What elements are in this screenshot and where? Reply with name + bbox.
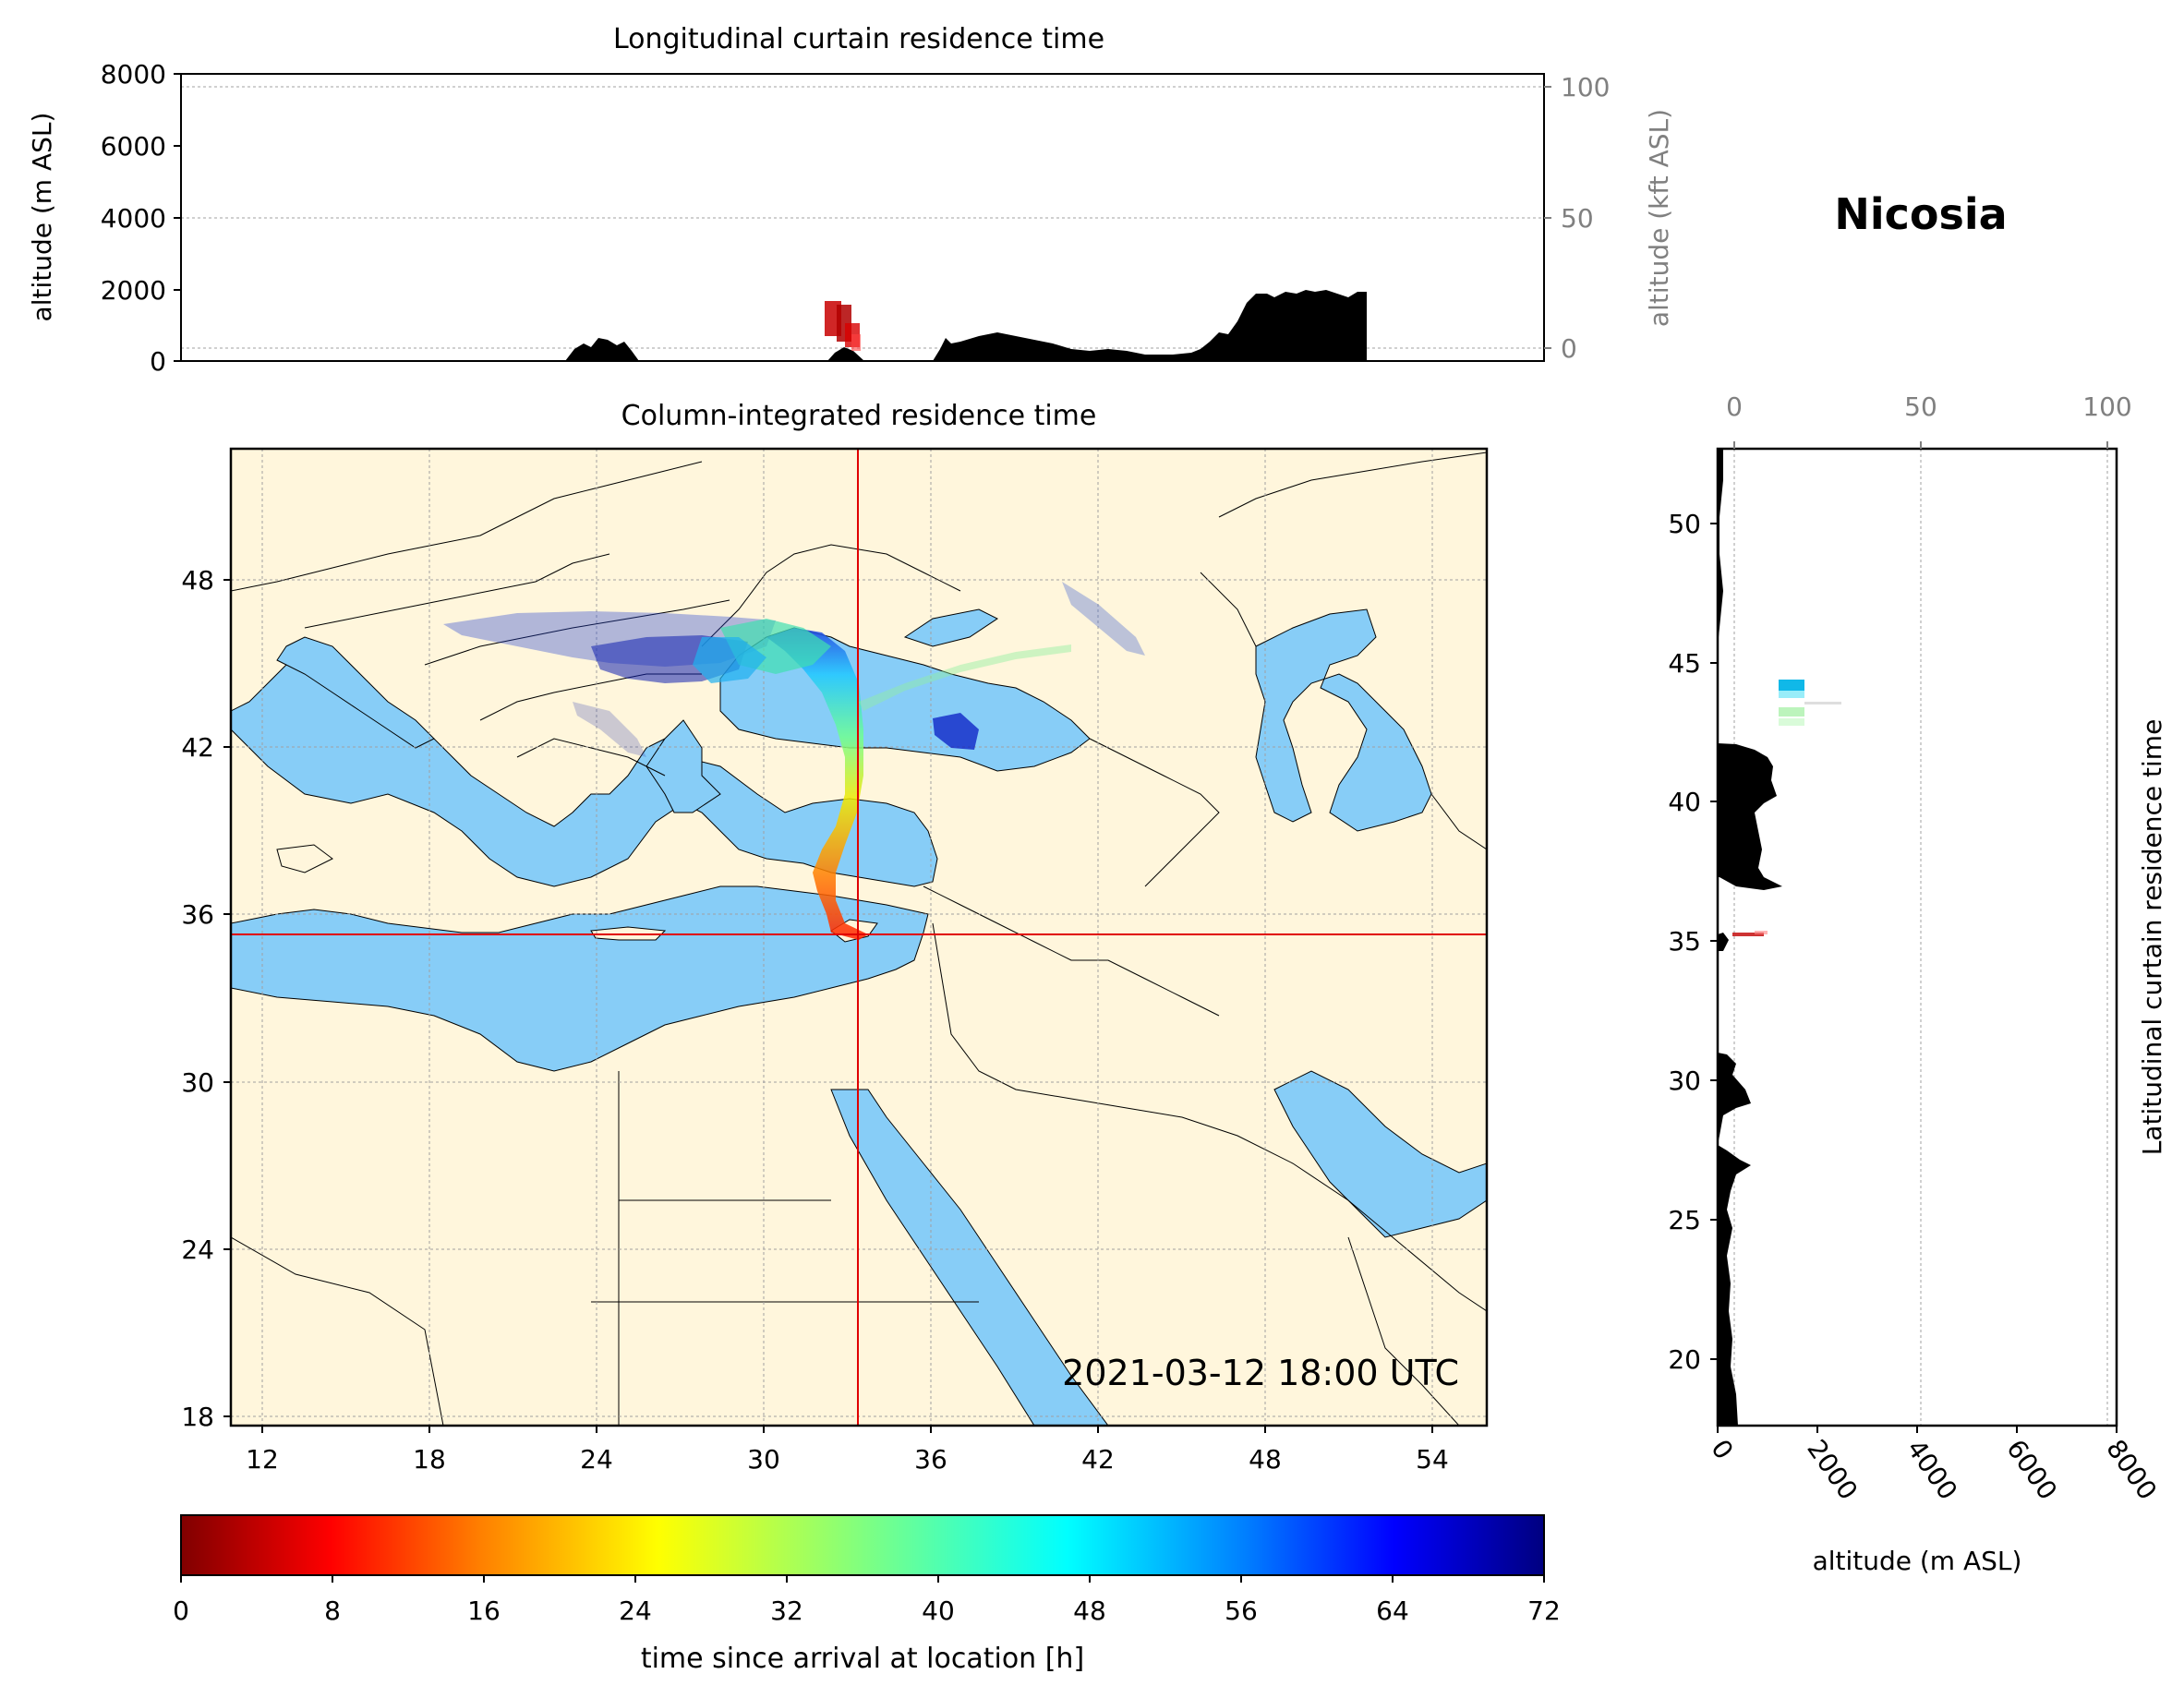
- right-xticks-bottom: 0 2000 4000 6000 8000: [1705, 1426, 2163, 1505]
- map-xtick-24: 24: [580, 1444, 613, 1475]
- right-ytick-35: 35: [1668, 926, 1701, 957]
- right-xtick-top-50: 50: [1904, 391, 1937, 422]
- colorbar-tick-72: 72: [1527, 1596, 1561, 1626]
- sea-of-azov: [903, 608, 998, 647]
- top-residence-patch: [825, 301, 861, 351]
- right-xtick-6000: 6000: [2000, 1434, 2063, 1505]
- right-terrain-profile: [1718, 449, 1782, 1426]
- map-seas: [231, 608, 1487, 1426]
- map-borders: [231, 452, 1487, 1426]
- aegean-sea: [646, 719, 721, 813]
- top-yticks-right: 0 50 100: [1544, 72, 1610, 364]
- colorbar-tick-8: 8: [324, 1596, 341, 1626]
- map-yticks: 18 24 30 36 42 48: [181, 565, 231, 1432]
- map-ytick-48: 48: [181, 565, 214, 596]
- residence-plume: [443, 582, 1145, 940]
- right-gridlines: [1733, 449, 2108, 1426]
- colorbar-tick-48: 48: [1073, 1596, 1106, 1626]
- plume-black-sea-patch: [933, 713, 979, 750]
- map-xtick-42: 42: [1081, 1444, 1115, 1475]
- map-xtick-30: 30: [747, 1444, 780, 1475]
- map-panel-title: Column-integrated residence time: [621, 400, 1097, 432]
- map-timestamp: 2021-03-12 18:00 UTC: [1062, 1353, 1459, 1393]
- colorbar-gradient: [180, 1514, 1545, 1576]
- top-ylabel-left: altitude (m ASL): [27, 113, 57, 322]
- right-panel: 20 25 30 35 40 45 50 0 50 100 0 2000 400…: [1668, 391, 2167, 1576]
- persian-gulf: [1273, 1070, 1487, 1238]
- right-ylabel: Latitudinal curtain residence time: [2137, 719, 2167, 1156]
- colorbar-tick-24: 24: [619, 1596, 652, 1626]
- top-ytick-0: 0: [150, 346, 166, 377]
- right-xtick-top-100: 100: [2082, 391, 2131, 422]
- plume-main-trajectory: [766, 628, 868, 940]
- map-xticks: 12 18 24 30 36 42 48 54: [246, 1426, 1449, 1475]
- map-ytick-42: 42: [181, 732, 214, 763]
- top-ytick-2000: 2000: [101, 275, 166, 306]
- right-residence-patches: [1732, 680, 1841, 936]
- right-ytick-20: 20: [1668, 1344, 1701, 1375]
- location-crosshair: [231, 449, 1487, 1426]
- right-xtick-2000: 2000: [1801, 1434, 1864, 1505]
- map-frame: [229, 447, 1489, 1427]
- top-yticks-left: 0 2000 4000 6000 8000: [101, 59, 181, 377]
- right-yticks: 20 25 30 35 40 45 50: [1668, 509, 1718, 1375]
- caspian-sea: [1255, 608, 1432, 832]
- map-xtick-12: 12: [246, 1444, 279, 1475]
- right-ytick-30: 30: [1668, 1066, 1701, 1096]
- right-ytick-25: 25: [1668, 1205, 1701, 1235]
- colorbar-tick-32: 32: [770, 1596, 803, 1626]
- top-ytick-right-50: 50: [1561, 203, 1594, 234]
- map-xtick-54: 54: [1416, 1444, 1449, 1475]
- right-ytick-40: 40: [1668, 787, 1701, 817]
- top-ytick-right-100: 100: [1561, 72, 1610, 102]
- plume-caucasus-trail: [859, 644, 1071, 711]
- top-terrain-profile: [565, 290, 1367, 361]
- adriatic-sea: [276, 636, 435, 749]
- map-xtick-48: 48: [1249, 1444, 1282, 1475]
- colorbar-tick-0: 0: [173, 1596, 189, 1626]
- colorbar-label: time since arrival at location [h]: [641, 1643, 1084, 1675]
- colorbar: 0 8 16 24 32 40 48 56 64 72 time since a…: [173, 1514, 1561, 1675]
- right-xticks-top: 0 50 100: [1726, 391, 2132, 449]
- map-ytick-36: 36: [181, 899, 214, 930]
- plume-balkan-wisps: [573, 702, 646, 757]
- top-ytick-6000: 6000: [101, 131, 166, 162]
- right-xlabel: altitude (m ASL): [1813, 1546, 2022, 1576]
- right-xtick-top-0: 0: [1726, 391, 1743, 422]
- colorbar-tick-64: 64: [1376, 1596, 1409, 1626]
- map-xtick-36: 36: [914, 1444, 947, 1475]
- red-sea: [830, 1089, 1109, 1426]
- map-panel: Column-integrated residence time: [181, 400, 1489, 1475]
- colorbar-tick-56: 56: [1225, 1596, 1258, 1626]
- top-panel: Longitudinal curtain residence time 0 20…: [27, 23, 1674, 377]
- right-xtick-0: 0: [1705, 1434, 1739, 1465]
- colorbar-tick-40: 40: [922, 1596, 955, 1626]
- top-ytick-8000: 8000: [101, 59, 166, 90]
- map-xtick-18: 18: [413, 1444, 446, 1475]
- top-ytick-right-0: 0: [1561, 333, 1577, 364]
- top-panel-title: Longitudinal curtain residence time: [613, 23, 1104, 55]
- location-name: Nicosia: [1834, 189, 2007, 239]
- right-xtick-8000: 8000: [2100, 1434, 2163, 1505]
- colorbar-tick-16: 16: [467, 1596, 501, 1626]
- sicily-island: [276, 844, 333, 873]
- right-ytick-50: 50: [1668, 509, 1701, 539]
- top-ytick-4000: 4000: [101, 203, 166, 234]
- top-ylabel-right: altitude (kft ASL): [1644, 109, 1674, 327]
- plume-caucasus-blue: [1062, 582, 1145, 656]
- right-ytick-45: 45: [1668, 648, 1701, 679]
- map-ytick-18: 18: [181, 1402, 214, 1432]
- map-ytick-30: 30: [181, 1067, 214, 1098]
- colorbar-ticks: 0 8 16 24 32 40 48 56 64 72: [173, 1575, 1561, 1626]
- map-ytick-24: 24: [181, 1234, 214, 1265]
- right-xtick-4000: 4000: [1900, 1434, 1963, 1505]
- plume-cyan-band: [693, 637, 766, 683]
